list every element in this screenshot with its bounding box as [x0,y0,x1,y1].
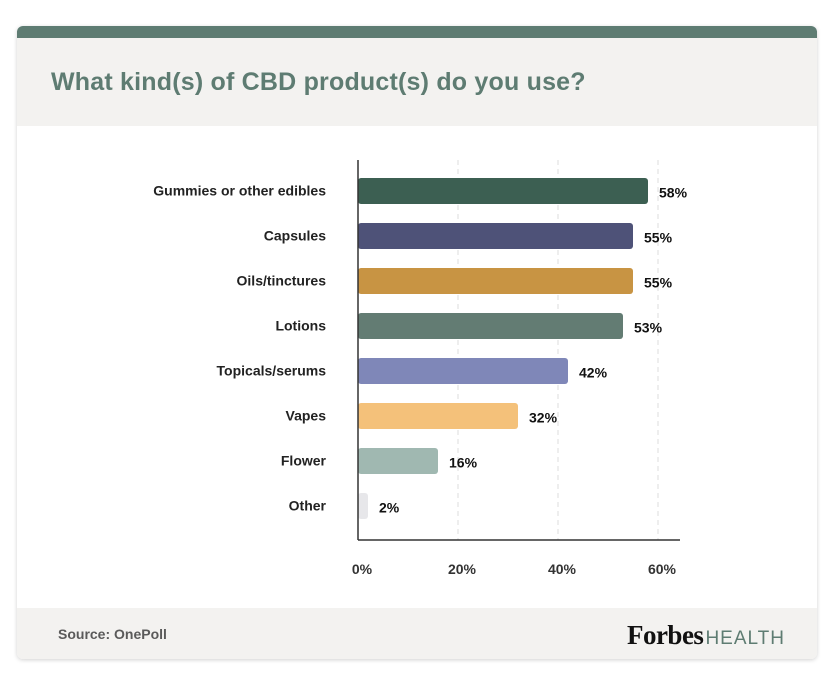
logo-forbes: Forbes [626,620,704,650]
category-label-4: Topicals/serums [217,363,327,379]
category-label-5: Vapes [286,408,327,424]
bar-2 [358,268,633,294]
category-label-2: Oils/tinctures [237,273,327,289]
bar-7 [358,493,368,519]
accent-bar [17,26,817,38]
category-label-0: Gummies or other edibles [153,183,326,199]
chart-title: What kind(s) of CBD product(s) do you us… [51,68,586,96]
source-label: Source: OnePoll [58,626,167,642]
x-tick-label-20: 20% [448,561,477,577]
value-label-2: 55% [644,275,673,291]
bar-4 [358,358,568,384]
logo-health: HEALTH [705,628,785,649]
value-label-6: 16% [449,455,478,471]
forbes-health-logo: Forbes HEALTH [627,620,785,651]
chart-footer: Source: OnePoll Forbes HEALTH [17,608,817,659]
x-tick-label-40: 40% [548,561,577,577]
category-label-7: Other [289,498,327,514]
value-label-0: 58% [659,185,688,201]
bar-6 [358,448,438,474]
x-tick-label-60: 60% [648,561,677,577]
category-label-1: Capsules [264,228,326,244]
chart-header [17,38,817,126]
value-label-1: 55% [644,230,673,246]
value-label-4: 42% [579,365,608,381]
chart-card: What kind(s) of CBD product(s) do you us… [17,26,817,659]
category-label-3: Lotions [275,318,326,334]
category-label-6: Flower [281,453,327,469]
value-label-5: 32% [529,410,558,426]
bar-5 [358,403,518,429]
value-label-7: 2% [379,500,400,516]
bar-3 [358,313,623,339]
value-label-3: 53% [634,320,663,336]
bar-0 [358,178,648,204]
bar-chart: Gummies or other edibles 58% Capsules 55% Oi… [153,160,688,577]
bar-1 [358,223,633,249]
x-tick-label-0: 0% [352,561,373,577]
